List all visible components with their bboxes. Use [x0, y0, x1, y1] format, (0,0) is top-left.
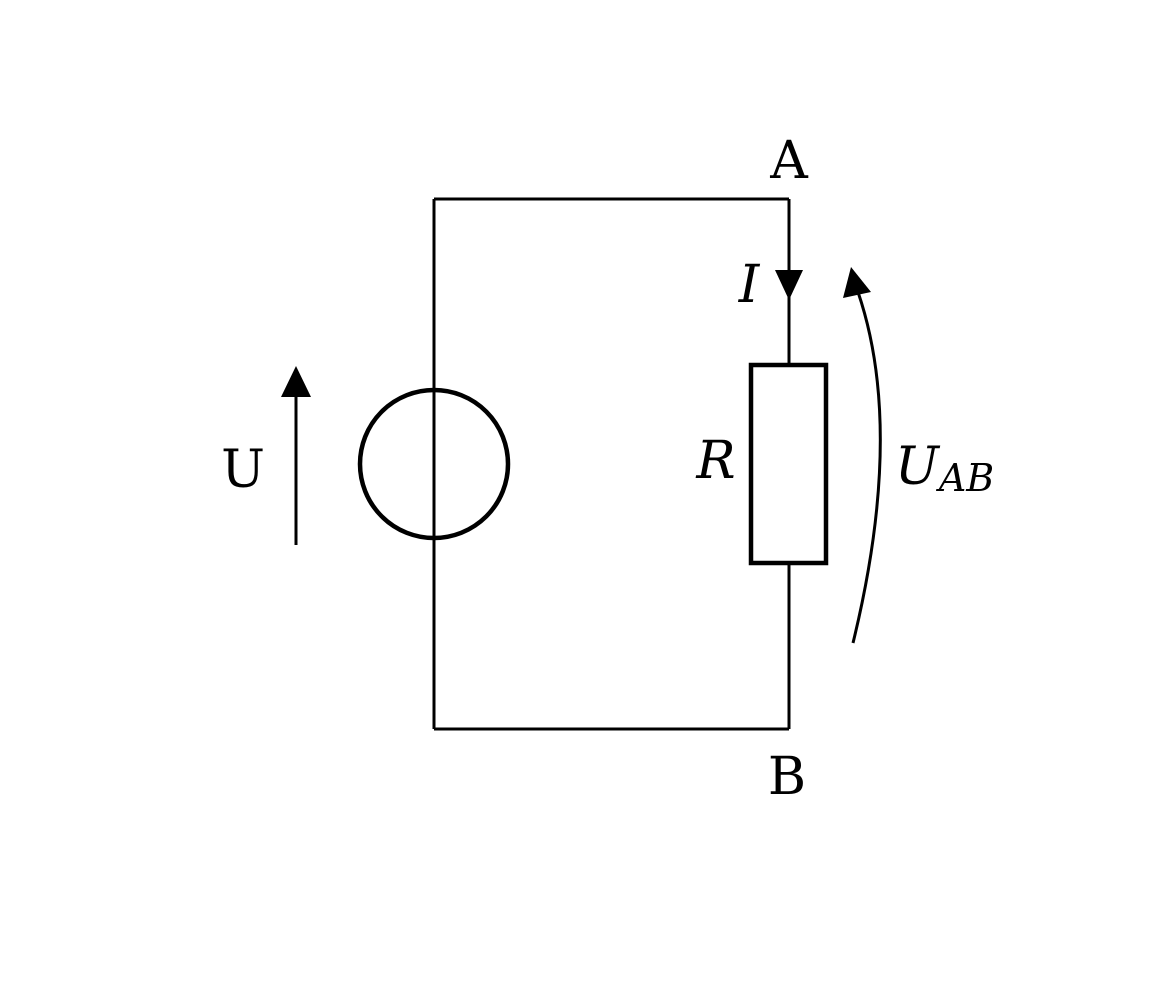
- voltage-source: [357, 387, 511, 541]
- uab-label: UAB: [895, 437, 994, 500]
- source-voltage-arrow: [281, 366, 311, 545]
- node-a-label: A: [769, 131, 809, 191]
- uab-label-main: U: [895, 437, 941, 497]
- uab-label-subscript: AB: [936, 456, 994, 500]
- source-voltage-label: U: [221, 440, 265, 500]
- wires: [432, 197, 791, 731]
- current-label: I: [738, 255, 761, 315]
- current-arrow-head: [775, 270, 803, 300]
- uab-voltage-arrow-head: [843, 267, 871, 298]
- resistor-label: R: [695, 431, 735, 491]
- source-voltage-arrow-head: [281, 366, 311, 397]
- uab-voltage-arrow-curve: [851, 291, 882, 644]
- resistor: [748, 362, 829, 566]
- uab-voltage-arrow: [843, 267, 882, 644]
- node-b-label: B: [768, 747, 806, 807]
